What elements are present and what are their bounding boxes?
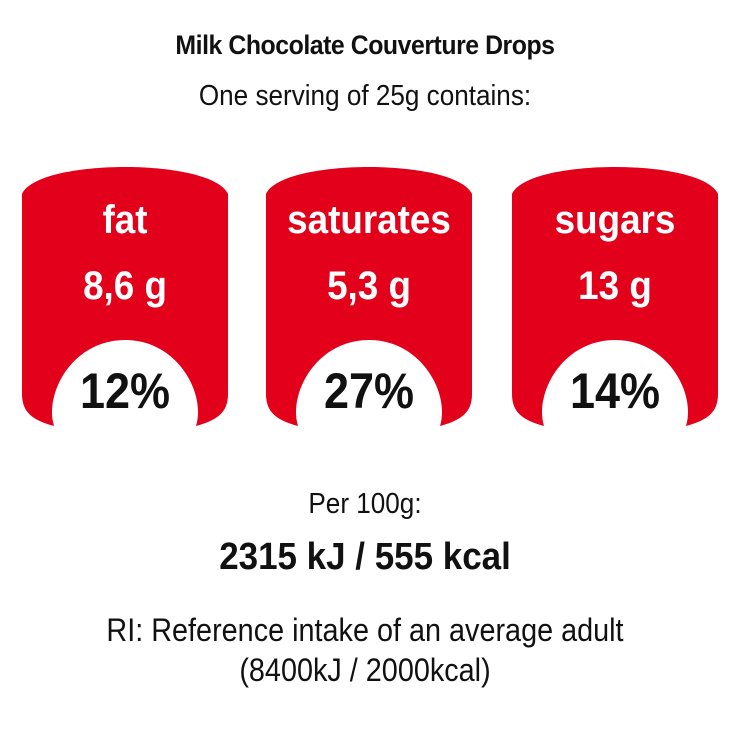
nutrient-percent: 27% <box>323 363 415 419</box>
ri-footnote-line2: (8400kJ / 2000kcal) <box>239 652 491 688</box>
nutrient-amount: 5,3 g <box>327 264 411 308</box>
nutrient-name: fat <box>102 198 148 242</box>
nutrient-badge-fat: fat 8,6 g 12% <box>18 144 232 428</box>
badge-shape <box>266 167 472 426</box>
nutrient-name: saturates <box>287 198 451 242</box>
nutrient-percent: 14% <box>569 363 661 419</box>
nutrient-badge-saturates: saturates 5,3 g 27% <box>262 144 476 428</box>
nutrient-amount: 13 g <box>578 264 652 308</box>
ri-footnote-line1: RI: Reference intake of an average adult <box>106 612 624 648</box>
per-100g-label: Per 100g: <box>308 488 422 520</box>
energy-value: 2315 kJ / 555 kcal <box>219 536 511 578</box>
nutrient-percent: 12% <box>79 363 171 419</box>
nutrient-badge-sugars: sugars 13 g 14% <box>508 144 722 428</box>
badge-shape <box>22 167 228 426</box>
product-title: Milk Chocolate Couverture Drops <box>175 30 555 60</box>
nutrient-amount: 8,6 g <box>83 264 167 308</box>
badge-shape <box>512 167 718 426</box>
nutrient-name: sugars <box>554 198 676 242</box>
serving-subtitle: One serving of 25g contains: <box>198 80 532 112</box>
